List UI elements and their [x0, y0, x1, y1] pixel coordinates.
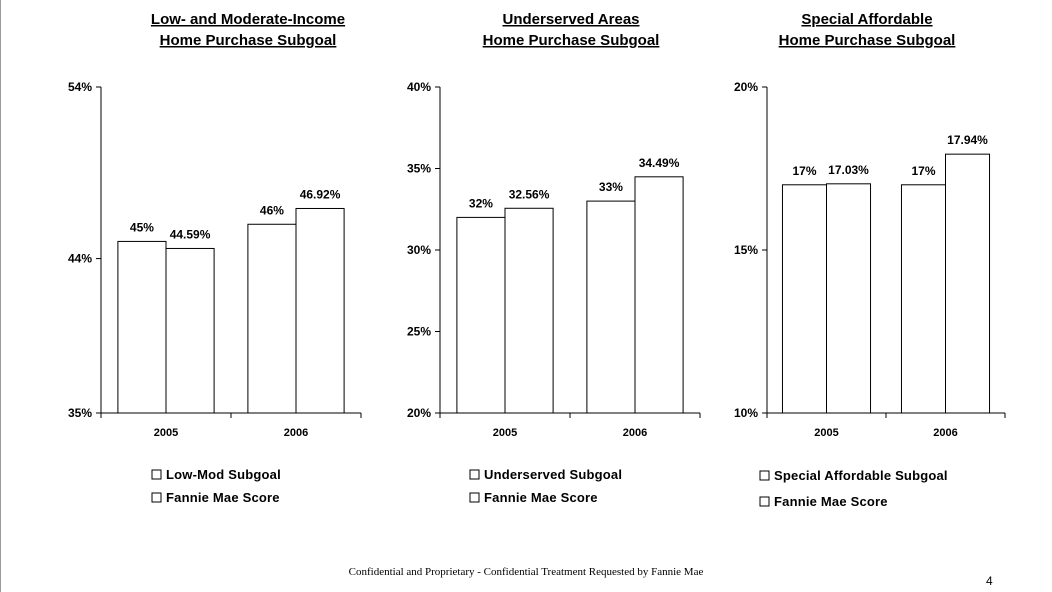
legend-label: Special Affordable Subgoal: [774, 468, 948, 483]
bar-score: [634, 176, 684, 414]
legend-swatch: [151, 492, 162, 503]
legend-swatch: [759, 496, 770, 507]
data-label: 46.92%: [300, 187, 341, 201]
data-label: 17.94%: [947, 133, 988, 147]
y-tick-label: 35%: [68, 406, 92, 420]
y-tick-label: 35%: [407, 162, 431, 176]
y-tick-label: 10%: [734, 406, 758, 420]
chart-title-line: Underserved Areas: [502, 11, 639, 28]
data-label: 33%: [599, 180, 623, 194]
bar-score: [504, 207, 554, 414]
footer-text: Confidential and Proprietary - Confident…: [348, 566, 704, 578]
legend-label: Fannie Mae Score: [166, 490, 280, 505]
data-label: 17%: [792, 164, 816, 178]
legend-label: Fannie Mae Score: [484, 490, 598, 505]
bar-score: [165, 247, 215, 414]
x-tick-label: 2006: [623, 427, 647, 439]
data-label: 32.56%: [509, 187, 550, 201]
legend-label: Fannie Mae Score: [774, 494, 888, 509]
data-label: 32%: [469, 196, 493, 210]
y-tick-label: 40%: [407, 80, 431, 94]
x-tick-label: 2005: [493, 427, 517, 439]
data-label: 44.59%: [170, 227, 211, 241]
chart-panel-3: Special Affordable Home Purchase Subgoal 1…: [734, 11, 1006, 509]
bar-subgoal: [900, 184, 946, 414]
chart-title-line: Home Purchase Subgoal: [779, 32, 956, 49]
legend-label: Underserved Subgoal: [484, 467, 622, 482]
y-tick-label: 44%: [68, 252, 92, 266]
bar-subgoal: [586, 200, 636, 414]
data-label: 17%: [911, 164, 935, 178]
data-label: 46%: [260, 203, 284, 217]
bar-score: [826, 183, 872, 414]
y-tick-label: 54%: [68, 80, 92, 94]
x-tick-label: 2006: [933, 427, 957, 439]
bar-subgoal: [117, 240, 167, 414]
legend-swatch: [759, 470, 770, 481]
chart-title-line: Home Purchase Subgoal: [483, 32, 660, 49]
bar-subgoal: [456, 216, 506, 414]
charts-area: Low- and Moderate-Income Home Purchase Su…: [68, 11, 1006, 509]
data-label: 34.49%: [639, 156, 680, 170]
y-tick-label: 30%: [407, 243, 431, 257]
chart-title-line: Home Purchase Subgoal: [160, 32, 337, 49]
bar-subgoal: [247, 223, 297, 414]
bar-score: [945, 153, 991, 414]
chart-title-line: Special Affordable: [801, 11, 932, 28]
y-tick-label: 25%: [407, 325, 431, 339]
bar-subgoal: [781, 184, 827, 414]
x-tick-label: 2005: [814, 427, 838, 439]
x-tick-label: 2006: [284, 427, 308, 439]
y-tick-label: 15%: [734, 243, 758, 257]
chart-panel-1: Low- and Moderate-Income Home Purchase Su…: [68, 11, 362, 505]
chart-panel-2: Underserved Areas Home Purchase Subgoal 20…: [407, 11, 701, 505]
page-left-border: [0, 0, 1, 592]
page-number: 4: [986, 574, 993, 588]
y-tick-label: 20%: [734, 80, 758, 94]
data-label: 45%: [130, 220, 154, 234]
legend-swatch: [151, 469, 162, 480]
legend-label: Low-Mod Subgoal: [166, 467, 281, 482]
chart-title-line: Low- and Moderate-Income: [151, 11, 345, 28]
legend-swatch: [469, 492, 480, 503]
data-label: 17.03%: [828, 163, 869, 177]
y-tick-label: 20%: [407, 406, 431, 420]
bar-score: [295, 207, 345, 414]
x-tick-label: 2005: [154, 427, 178, 439]
legend-swatch: [469, 469, 480, 480]
